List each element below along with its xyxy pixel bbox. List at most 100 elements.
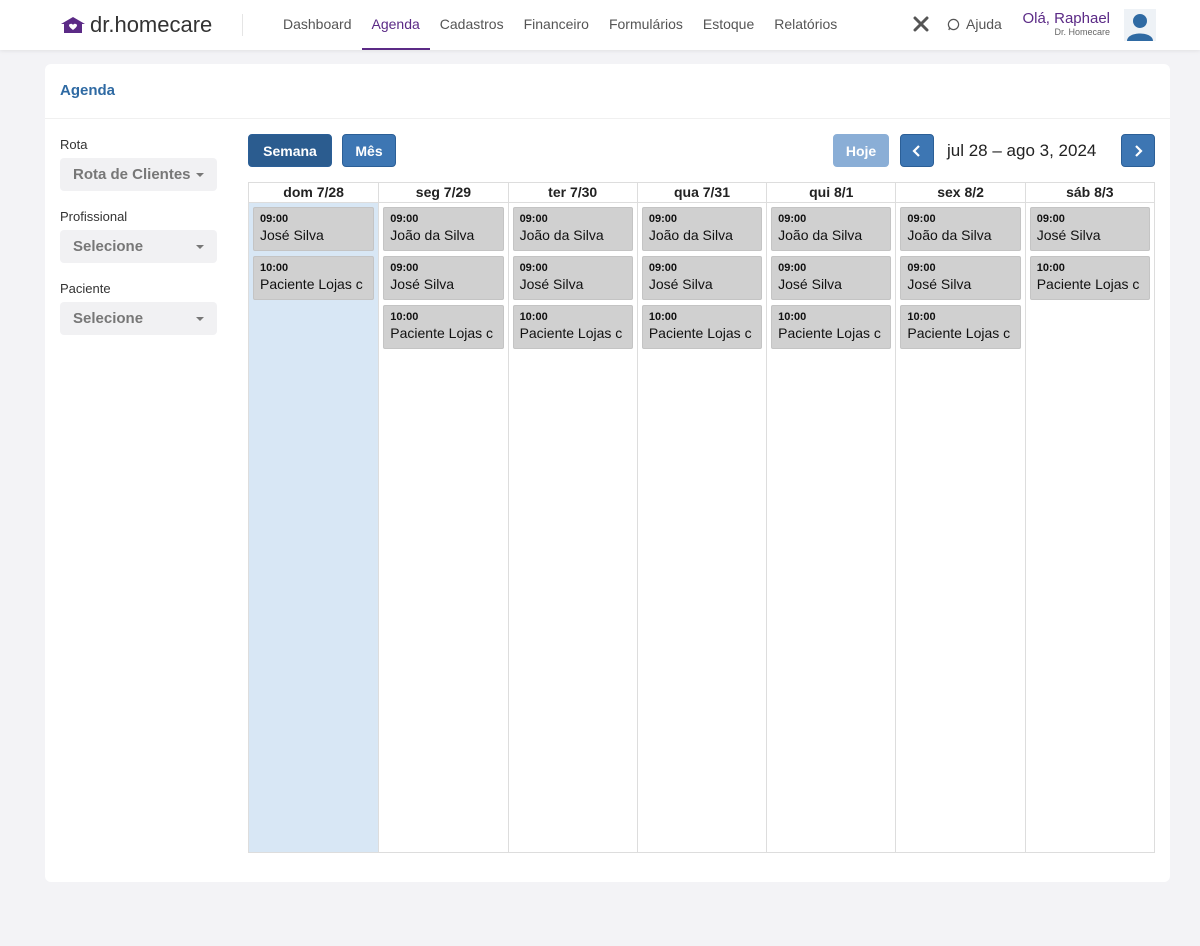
event-time: 09:00: [648, 262, 677, 274]
event[interactable]: 10:00 Paciente Lojas c: [383, 305, 504, 349]
event-time: 10:00: [1036, 262, 1065, 274]
event[interactable]: 09:00 José Silva: [641, 256, 763, 300]
event-time: 10:00: [648, 311, 677, 323]
header: dr.homecare Dashboard Agenda Cadastros Fina…: [0, 0, 1200, 50]
event-title: José Silva: [1036, 227, 1101, 243]
event[interactable]: 10:00 Paciente Lojas c: [1029, 256, 1150, 300]
event-title: José Silva: [907, 276, 972, 292]
month-button[interactable]: Mês: [342, 134, 396, 167]
greeting: Olá, Raphael: [1022, 10, 1110, 27]
nav-item[interactable]: Estoque: [702, 16, 755, 32]
day-column: seg 7/29 09:00 João da Silva 09:00 José Silv…: [378, 183, 508, 852]
day-header: qui 8/1: [767, 183, 896, 203]
nav: Dashboard Agenda Cadastros Financeiro Formul…: [273, 0, 847, 50]
divider: [45, 118, 1170, 119]
help-link[interactable]: Ajuda: [966, 16, 1002, 32]
event-time: 10:00: [390, 311, 419, 323]
event-time: 10:00: [778, 311, 807, 323]
event[interactable]: 09:00 José Silva: [1029, 207, 1150, 251]
event[interactable]: 09:00 José Silva: [253, 207, 375, 251]
next-button[interactable]: [1121, 134, 1155, 167]
event-title: Paciente Lojas c: [648, 325, 752, 341]
event-title: José Silva: [260, 227, 324, 243]
day-header: seg 7/29: [379, 183, 508, 203]
whatsapp-icon: [947, 18, 960, 30]
user-info: Olá, Raphael Dr. Homecare: [1022, 10, 1110, 37]
filter-label: Paciente: [60, 281, 111, 296]
day-column: ter 7/30 09:00 João da Silva 09:00 José Silv…: [507, 183, 637, 852]
filter-select[interactable]: Selecione: [60, 230, 217, 263]
nav-item[interactable]: Agenda: [361, 0, 430, 50]
nav-item[interactable]: Cadastros: [439, 16, 504, 32]
event[interactable]: 10:00 Paciente Lojas c: [771, 305, 892, 349]
event-title: José Silva: [390, 276, 455, 292]
event-title: José Silva: [519, 276, 584, 292]
day-header: dom 7/28: [249, 183, 379, 203]
event[interactable]: 09:00 João da Silva: [900, 207, 1021, 251]
event-time: 09:00: [519, 213, 548, 225]
event[interactable]: 10:00 Paciente Lojas c: [253, 256, 375, 300]
tools: Ajuda: [913, 16, 1002, 32]
event-time: 09:00: [648, 213, 677, 225]
day-header: ter 7/30: [508, 183, 637, 203]
filter-label: Profissional: [60, 209, 128, 224]
separator: [242, 14, 243, 36]
prev-button[interactable]: [900, 134, 934, 167]
event[interactable]: 09:00 José Silva: [771, 256, 892, 300]
event-time: 09:00: [519, 262, 548, 274]
event-time: 09:00: [778, 213, 807, 225]
event-time: 09:00: [907, 213, 936, 225]
filter-label: Rota: [60, 137, 88, 152]
event-title: João da Silva: [907, 227, 992, 243]
day-header: qua 7/31: [637, 183, 767, 203]
nav-item[interactable]: Relatórios: [774, 16, 838, 32]
settings-icon[interactable]: [913, 16, 929, 32]
event[interactable]: 09:00 João da Silva: [641, 207, 763, 251]
event[interactable]: 09:00 João da Silva: [383, 207, 504, 251]
event-time: 09:00: [778, 262, 807, 274]
event-time: 10:00: [907, 311, 936, 323]
event-title: João da Silva: [648, 227, 733, 243]
logo-icon: [61, 17, 85, 33]
card: Agenda Rota Rota de Clientes Profissional S…: [45, 64, 1170, 882]
event-title: José Silva: [778, 276, 842, 292]
event[interactable]: 09:00 José Silva: [383, 256, 504, 300]
event[interactable]: 10:00 Paciente Lojas c: [900, 305, 1021, 349]
event-time: 09:00: [907, 262, 936, 274]
filter-select[interactable]: Selecione: [60, 302, 217, 335]
event-title: João da Silva: [778, 227, 863, 243]
event[interactable]: 09:00 José Silva: [900, 256, 1021, 300]
nav-item[interactable]: Formulários: [608, 16, 683, 32]
event-title: João da Silva: [390, 227, 475, 243]
event[interactable]: 10:00 Paciente Lojas c: [641, 305, 763, 349]
event[interactable]: 09:00 José Silva: [512, 256, 633, 300]
event-title: Paciente Lojas c: [907, 325, 1011, 341]
prev-icon: [912, 144, 920, 157]
event-time: 09:00: [260, 213, 289, 225]
nav-item[interactable]: Dashboard: [283, 16, 352, 32]
logo-text: dr.homecare: [90, 12, 213, 37]
avatar[interactable]: [1124, 9, 1156, 41]
event[interactable]: 09:00 João da Silva: [771, 207, 892, 251]
filter-select[interactable]: Rota de Clientes: [60, 158, 217, 191]
event-title: Paciente Lojas c: [1036, 276, 1140, 292]
event-title: José Silva: [648, 276, 713, 292]
day-column: qua 7/31 09:00 João da Silva 09:00 José Silv…: [636, 183, 767, 852]
nav-item[interactable]: Financeiro: [523, 16, 589, 32]
company: Dr. Homecare: [1054, 27, 1110, 37]
event[interactable]: 09:00 João da Silva: [512, 207, 633, 251]
day-header: sex 8/2: [896, 183, 1025, 203]
next-icon: [1135, 144, 1143, 157]
event-title: Paciente Lojas c: [778, 325, 881, 341]
today-button[interactable]: Hoje: [833, 134, 889, 167]
week-button[interactable]: Semana: [248, 134, 332, 167]
event[interactable]: 10:00 Paciente Lojas c: [512, 305, 633, 349]
event-title: João da Silva: [519, 227, 604, 243]
logo[interactable]: dr.homecare: [60, 12, 243, 38]
event-time: 10:00: [260, 262, 289, 274]
event-time: 10:00: [519, 311, 548, 323]
event-title: Paciente Lojas c: [390, 325, 494, 341]
event-title: Paciente Lojas c: [519, 325, 623, 341]
event-time: 09:00: [390, 213, 419, 225]
